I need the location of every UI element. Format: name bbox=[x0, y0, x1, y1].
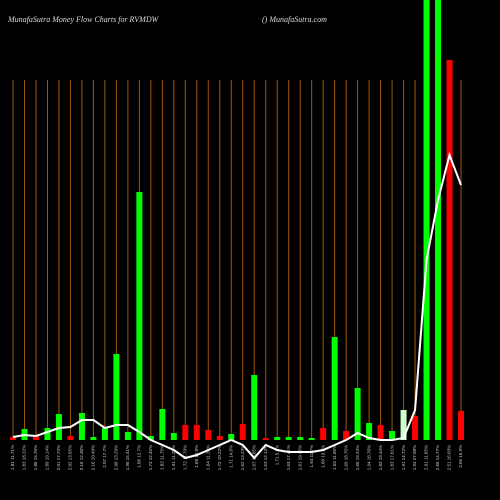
bar bbox=[32, 436, 39, 440]
x-tick-label: 1.68 10.8% bbox=[194, 445, 199, 468]
x-tick-label: 1.86 12.7% bbox=[137, 445, 142, 468]
bar bbox=[124, 432, 131, 440]
x-tick-label: 2.02 13.55% bbox=[68, 445, 73, 470]
x-tick-label: 1.73 12.45% bbox=[148, 445, 153, 470]
bar bbox=[67, 436, 74, 440]
x-tick-label: 1.71 5.1% bbox=[274, 445, 279, 465]
bar bbox=[216, 436, 223, 440]
bar bbox=[412, 416, 419, 440]
bar bbox=[308, 438, 315, 440]
bar bbox=[90, 437, 97, 440]
x-tick-label: 1.86 15.76% bbox=[33, 445, 38, 470]
bar bbox=[136, 192, 143, 440]
bar bbox=[343, 431, 350, 440]
chart-title: MunafaSutra Money Flow Charts for RVMDW bbox=[7, 15, 160, 24]
x-tick-label: 1.64 11.7% bbox=[309, 445, 314, 467]
bar bbox=[377, 425, 384, 440]
bar bbox=[182, 425, 189, 440]
x-tick-label: 1.60 19.2% bbox=[320, 445, 325, 468]
trend-line bbox=[12, 151, 462, 460]
x-tick-label: 1.71 14.6% bbox=[228, 445, 233, 468]
x-tick-label: 1.82 11.75% bbox=[160, 445, 165, 470]
x-tick-label: 1.91 14.72% bbox=[401, 445, 406, 470]
x-tick-label: 1.66 19.24% bbox=[355, 445, 360, 470]
bar bbox=[193, 425, 200, 440]
bar bbox=[354, 388, 361, 440]
x-tick-label: 2.16 10.49% bbox=[91, 445, 96, 470]
bar bbox=[205, 430, 212, 440]
bar bbox=[228, 434, 235, 440]
chart-subtitle: () MunafaSutra.com bbox=[262, 15, 327, 24]
bar bbox=[320, 428, 327, 440]
bar bbox=[331, 337, 338, 440]
bar bbox=[389, 431, 396, 440]
x-tick-label: 1.53 12.13% bbox=[263, 445, 268, 470]
bar bbox=[446, 60, 453, 440]
x-tick-label: 1.81 11.71% bbox=[10, 445, 15, 470]
bar bbox=[44, 428, 51, 440]
x-tick-label: 1.69 18.75% bbox=[343, 445, 348, 470]
x-tick-label: 1.94 27.98% bbox=[412, 445, 417, 470]
x-tick-label: 1.61 19.45% bbox=[297, 445, 302, 470]
bar bbox=[435, 0, 442, 440]
bar bbox=[113, 354, 120, 440]
x-tick-label: 2.01 17.73% bbox=[56, 445, 61, 470]
bar bbox=[251, 375, 258, 440]
x-tick-label: 1.64 11.33% bbox=[205, 445, 210, 470]
x-tick-label: 2.51 16.03% bbox=[447, 445, 452, 470]
x-tick-label: 1.55 11.65% bbox=[332, 445, 337, 470]
bar bbox=[10, 437, 16, 440]
bar bbox=[400, 410, 407, 440]
x-tick-label: 2.66 15.9% bbox=[458, 445, 463, 468]
x-tick-label: 2.65 14.77% bbox=[435, 445, 440, 470]
bar bbox=[297, 437, 304, 440]
bar bbox=[262, 438, 269, 440]
x-tick-label: 1.91 11.25% bbox=[171, 445, 176, 470]
bar bbox=[274, 437, 281, 440]
x-tick-label: 1.94 18.76% bbox=[366, 445, 371, 470]
x-tick-label: 1.96 15.41% bbox=[125, 445, 130, 470]
bar bbox=[147, 436, 154, 440]
bar bbox=[101, 428, 108, 440]
x-tick-label: 1.83 17.61% bbox=[389, 445, 394, 470]
bar bbox=[239, 424, 246, 440]
x-tick-label: 2.61 11.65% bbox=[424, 445, 429, 470]
x-tick-label: 2.00 13.29% bbox=[114, 445, 119, 470]
bar bbox=[423, 0, 430, 440]
bar bbox=[159, 409, 166, 440]
x-tick-label: 1.83 18.22% bbox=[22, 445, 27, 470]
x-tick-label: 1.83 19.44% bbox=[378, 445, 383, 470]
x-tick-label: 1.89 19.14% bbox=[45, 445, 50, 470]
x-tick-label: 2.16 12.36% bbox=[79, 445, 84, 470]
bar bbox=[458, 411, 464, 440]
x-tick-label: 1.63 17.41% bbox=[286, 445, 291, 470]
x-tick-label: 1.62 13.23% bbox=[240, 445, 245, 470]
bar bbox=[366, 423, 373, 440]
bar bbox=[78, 413, 85, 440]
x-tick-label: 1.72 10.22% bbox=[217, 445, 222, 470]
bar bbox=[170, 433, 177, 440]
bar bbox=[285, 437, 292, 440]
x-tick-label: 2.07 17.7% bbox=[102, 445, 107, 468]
